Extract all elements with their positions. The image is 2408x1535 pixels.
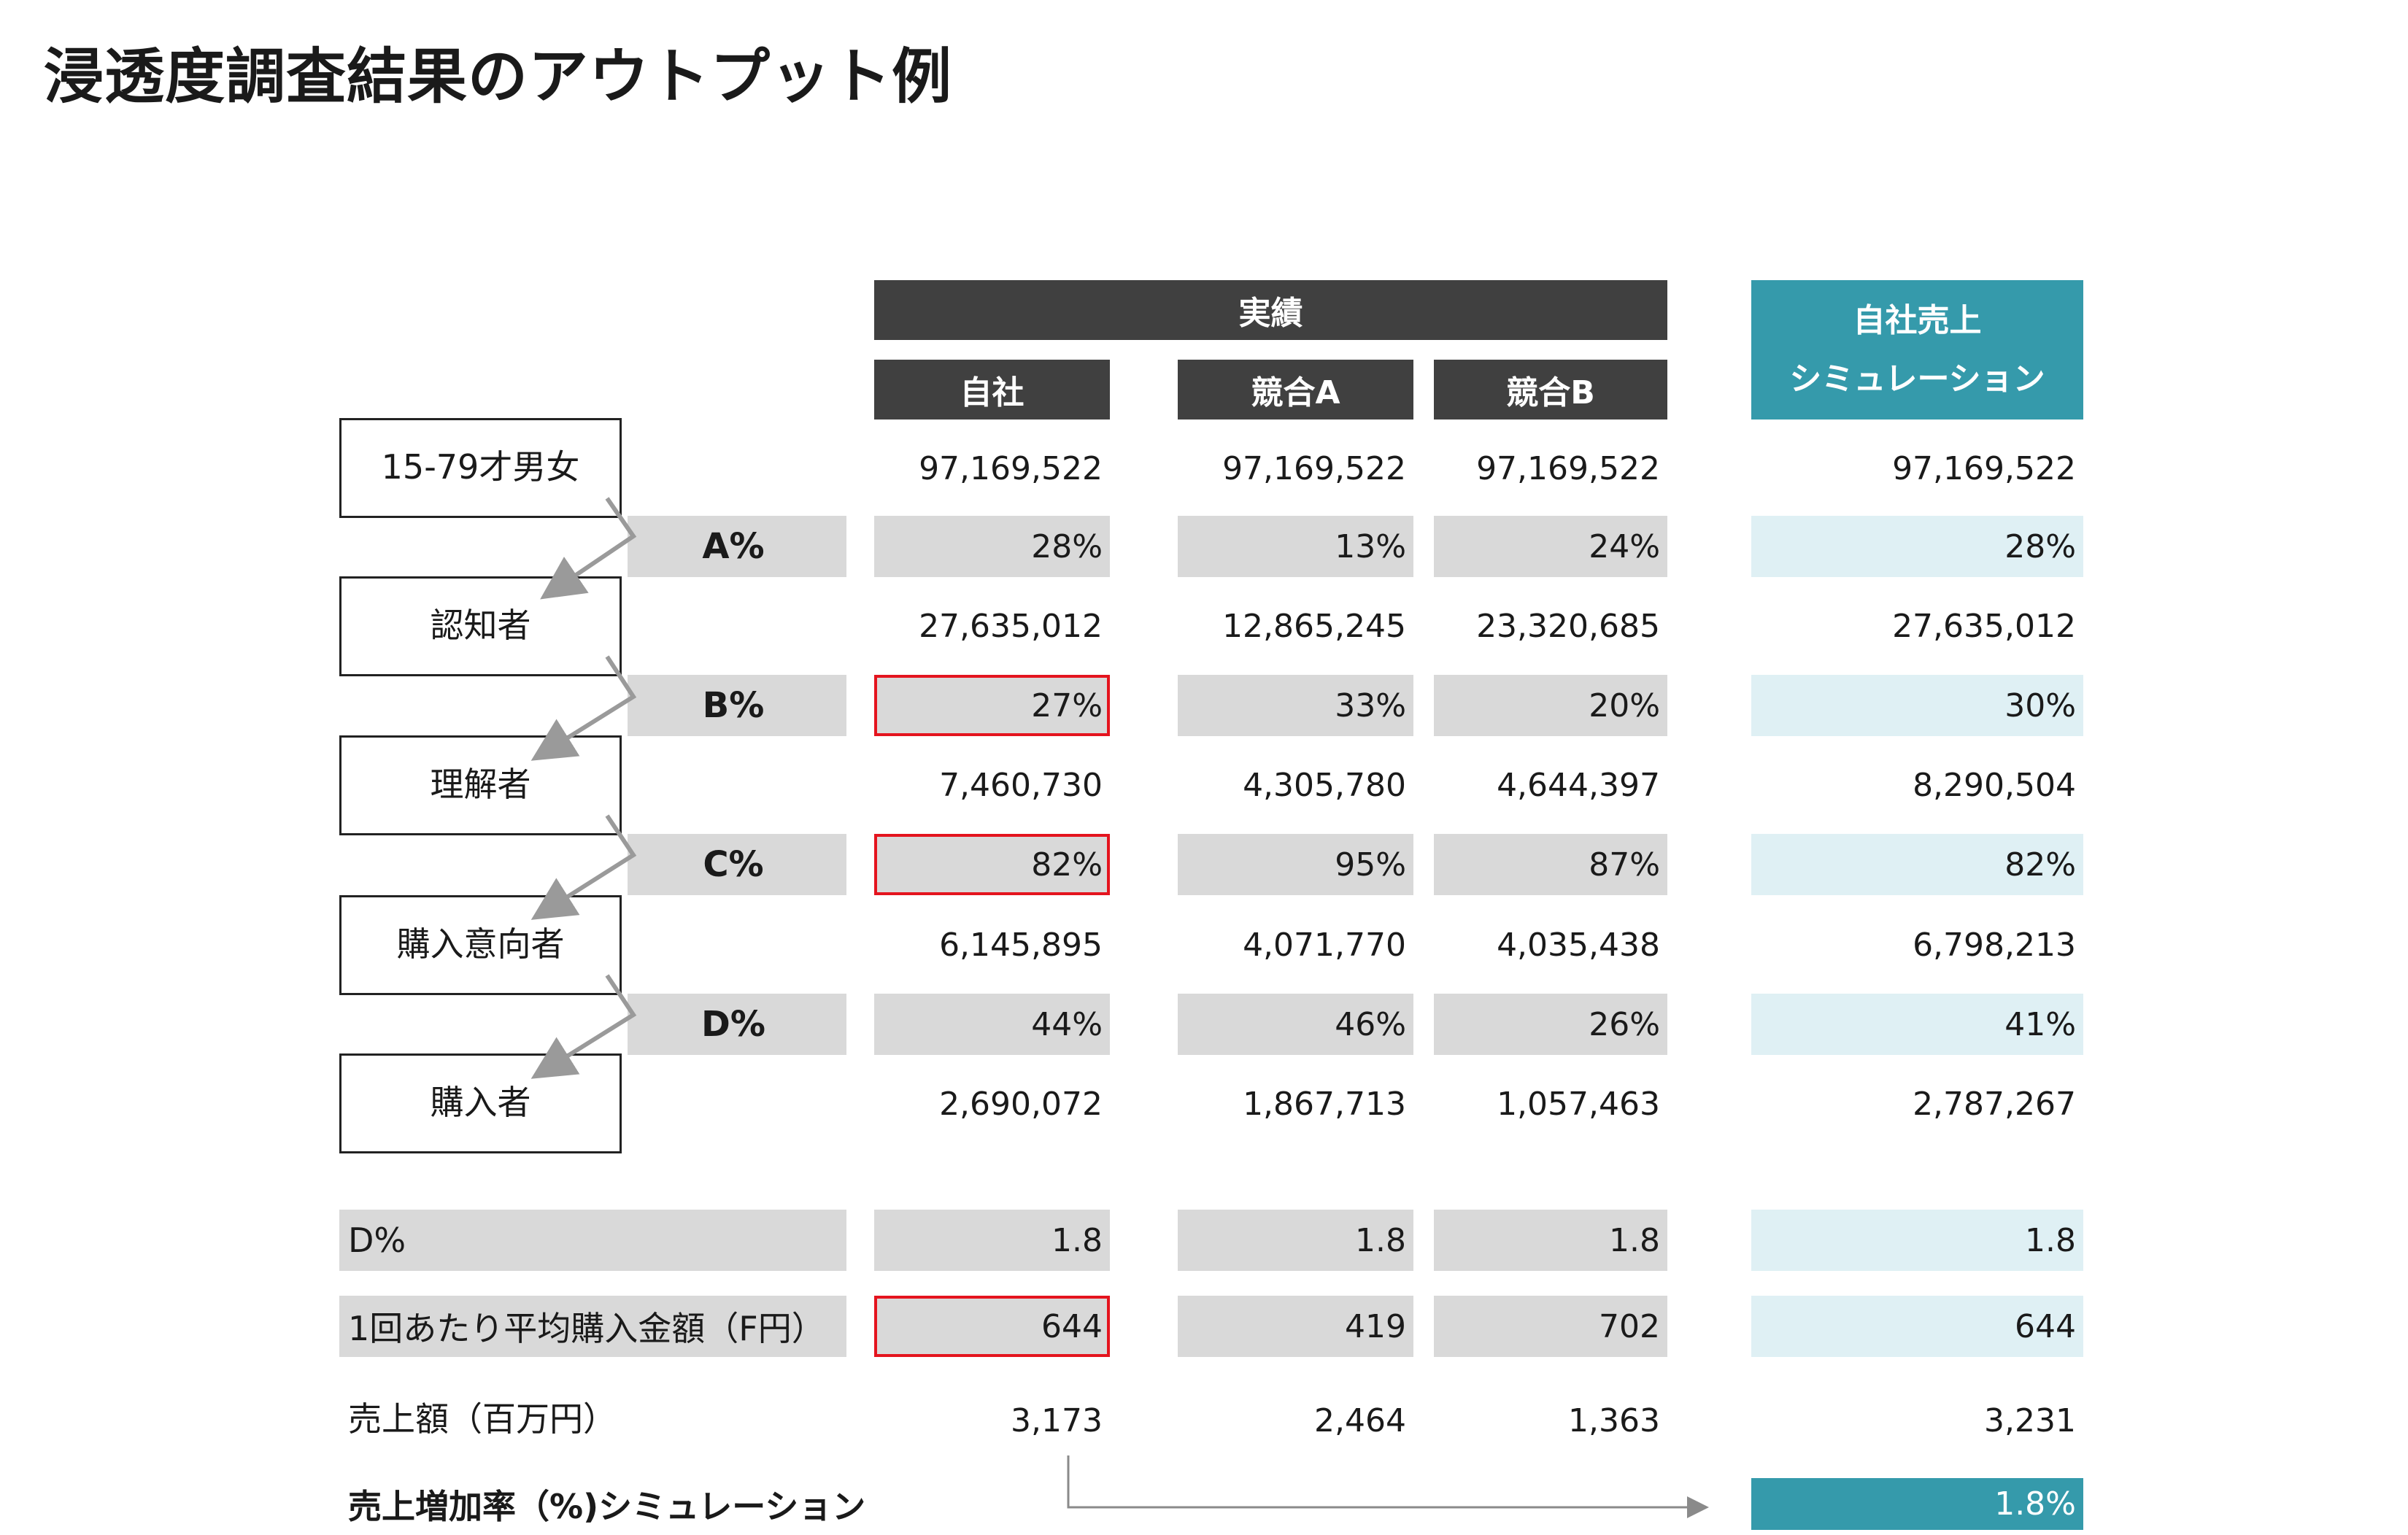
cell-intent-self: 6,145,895 [939,926,1103,964]
cell-rate-d-a: 46% [1178,994,1413,1055]
col-header-self: 自社 [874,360,1110,419]
cell-avg-sim: 644 [1751,1296,2083,1357]
cell-rate-c-a: 95% [1178,834,1413,895]
cell-understand-a: 4,305,780 [1243,766,1406,804]
rate-label-d: D% [701,1004,765,1045]
cell-rate-b-self: 27% [874,675,1110,736]
cell-understand-b: 4,644,397 [1497,766,1660,804]
page-title: 浸透度調査結果のアウトプット例 [44,42,953,112]
cell-rate-a-a: 13% [1178,516,1413,577]
cell-sales-b: 1,363 [1568,1401,1660,1439]
cell-rate-a-self: 28% [874,516,1110,577]
cell-sales-a: 2,464 [1314,1401,1406,1439]
cell-dpct-a: 1.8 [1178,1210,1413,1271]
cell-rate-c-sim: 82% [1751,834,2083,895]
funnel-arrow-2 [530,655,637,761]
funnel-arrow-1 [540,497,637,600]
cell-avg-a: 419 [1178,1296,1413,1357]
rate-label-a: A% [702,526,765,567]
cell-rate-b-a: 33% [1178,675,1413,736]
col-header-competitor-a: 競合A [1178,360,1413,419]
cell-rate-b-sim: 30% [1751,675,2083,736]
cell-sales-sim: 3,231 [1984,1401,2076,1439]
cell-buyers-sim: 2,787,267 [1913,1085,2076,1123]
cell-sales-self: 3,173 [1011,1401,1103,1439]
rate-band-a [628,516,846,577]
col-header-competitor-b: 競合B [1434,360,1667,419]
cell-rate-d-self: 44% [874,994,1110,1055]
rate-label-c: C% [703,844,764,885]
cell-pop-a: 97,169,522 [1222,449,1406,487]
rate-label-b: B% [702,685,765,726]
cell-rate-a-b: 24% [1434,516,1667,577]
cell-buyers-a: 1,867,713 [1243,1085,1406,1123]
cell-growth-sim: 1.8% [1751,1478,2083,1530]
cell-rate-c-b: 87% [1434,834,1667,895]
row-label-sales: 売上額（百万円） [348,1399,617,1439]
cell-dpct-sim: 1.8 [1751,1210,2083,1271]
cell-intent-sim: 6,798,213 [1913,926,2076,964]
row-label-growth: 売上増加率（%)シミュレーション [348,1487,866,1526]
cell-rate-b-b: 20% [1434,675,1667,736]
rate-band-d [628,994,846,1055]
cell-aware-self: 27,635,012 [919,607,1103,645]
cell-buyers-b: 1,057,463 [1497,1085,1660,1123]
cell-pop-sim: 97,169,522 [1892,449,2076,487]
cell-pop-b: 97,169,522 [1476,449,1660,487]
cell-intent-a: 4,071,770 [1243,926,1406,964]
cell-aware-b: 23,320,685 [1476,607,1660,645]
header-actual: 実績 [874,280,1667,340]
cell-dpct-b: 1.8 [1434,1210,1667,1271]
row-label-dpct: D% [339,1210,846,1271]
row-label-avg-purchase: 1回あたり平均購入金額（F円） [339,1296,846,1357]
cell-rate-a-sim: 28% [1751,516,2083,577]
funnel-arrow-4 [530,974,637,1079]
cell-understand-sim: 8,290,504 [1913,766,2076,804]
cell-buyers-self: 2,690,072 [939,1085,1103,1123]
funnel-stage-population: 15-79才男女 [339,418,622,518]
cell-rate-d-b: 26% [1434,994,1667,1055]
cell-dpct-self: 1.8 [874,1210,1110,1271]
cell-avg-self: 644 [874,1296,1110,1357]
cell-aware-sim: 27,635,012 [1892,607,2076,645]
cell-understand-self: 7,460,730 [939,766,1103,804]
cell-rate-d-sim: 41% [1751,994,2083,1055]
rate-band-c [628,834,846,895]
col-header-simulation: 自社売上 シミュレーション [1751,280,2083,419]
cell-pop-self: 97,169,522 [919,449,1103,487]
growth-arrow [1067,1455,1709,1518]
rate-band-b [628,675,846,736]
cell-avg-b: 702 [1434,1296,1667,1357]
cell-rate-c-self: 82% [874,834,1110,895]
cell-intent-b: 4,035,438 [1497,926,1660,964]
funnel-arrow-3 [530,814,637,920]
cell-aware-a: 12,865,245 [1222,607,1406,645]
